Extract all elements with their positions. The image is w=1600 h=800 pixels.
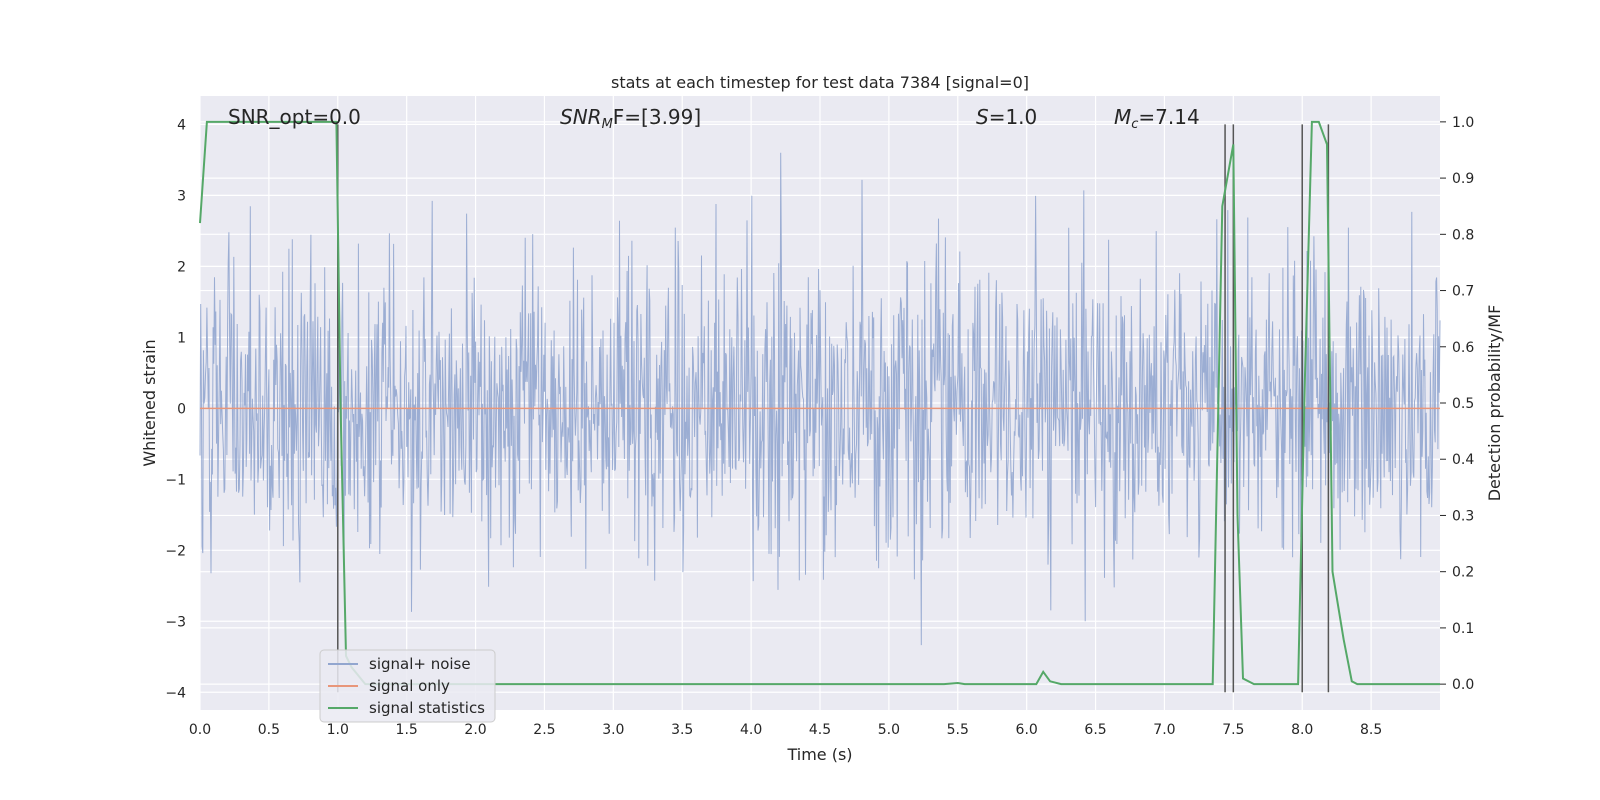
x-tick-label-11: 5.5 (947, 722, 969, 738)
x-tick-label-12: 6.0 (1016, 722, 1038, 738)
right-y-tick-label-6: 0.6 (1452, 340, 1474, 356)
legend-box (319, 649, 496, 723)
y-axis-label: Whitened strain (140, 339, 159, 466)
legend-label-noise: signal+ noise (369, 655, 471, 673)
x-tick-label-15: 7.5 (1222, 722, 1244, 738)
snr-mf-annotation: SNRMF=[3.99] (560, 105, 701, 132)
snr-opt-annotation: SNR_opt=0.0 (228, 105, 361, 129)
y-tick-label-5: 1 (177, 330, 186, 346)
s-annotation: S=1.0 (976, 105, 1037, 129)
x-tick-label-3: 1.5 (396, 722, 418, 738)
right-y-tick-label-3: 0.3 (1452, 508, 1474, 524)
x-tick-label-4: 2.0 (464, 722, 486, 738)
x-tick-label-14: 7.0 (1153, 722, 1175, 738)
y-tick-label-7: 3 (177, 188, 186, 204)
right-y-tick-label-0: 0.0 (1452, 677, 1474, 693)
x-tick-label-7: 3.5 (671, 722, 693, 738)
x-tick-label-10: 5.0 (878, 722, 900, 738)
x-tick-label-6: 3.0 (602, 722, 624, 738)
right-y-tick-label-9: 0.9 (1452, 171, 1474, 187)
snr-mf-value: F=[3.99] (613, 105, 701, 129)
y-tick-label-3: −1 (165, 472, 186, 488)
y-tick-label-4: 0 (177, 401, 186, 417)
x-tick-label-9: 4.5 (809, 722, 831, 738)
x-axis-label: Time (s) (786, 745, 852, 764)
y-tick-labels: −4 −3 −2 −1 0 1 2 3 4 (165, 117, 186, 701)
legend-label-signal: signal only (369, 677, 450, 695)
right-y-tick-label-1: 0.1 (1452, 621, 1474, 637)
right-y-tick-label-4: 0.4 (1452, 452, 1474, 468)
x-tick-label-8: 4.0 (740, 722, 762, 738)
mc-annotation: Mc=7.14 (1114, 105, 1200, 132)
right-y-tick-label-10: 1.0 (1452, 115, 1474, 131)
mc-subscript: c (1131, 117, 1138, 132)
y-tick-label-8: 4 (177, 117, 186, 133)
right-y-tick-label-5: 0.5 (1452, 396, 1474, 412)
legend: signal+ noise signal only signal statist… (319, 649, 496, 723)
snr-mf-symbol: SNR (560, 105, 602, 129)
y-tick-label-1: −3 (165, 614, 186, 630)
x-tick-label-1: 0.5 (258, 722, 280, 738)
mc-value: =7.14 (1138, 105, 1199, 129)
right-y-tick-labels: 0.0 0.1 0.2 0.3 0.4 0.5 0.6 0.7 0.8 0.9 1.0 (1440, 115, 1474, 693)
s-symbol: S (976, 105, 989, 129)
y-tick-label-2: −2 (165, 543, 186, 559)
x-tick-label-13: 6.5 (1084, 722, 1106, 738)
mc-symbol: M (1114, 105, 1131, 129)
s-value: =1.0 (989, 105, 1038, 129)
signal-statistics-line (199, 120, 1440, 686)
right-y-tick-label-8: 0.8 (1452, 227, 1474, 243)
x-tick-label-2: 1.0 (327, 722, 349, 738)
right-y-axis-label: Detection probability/MF (1485, 305, 1504, 502)
x-tick-label-16: 8.0 (1291, 722, 1313, 738)
right-y-tick-label-7: 0.7 (1452, 284, 1474, 300)
x-tick-label-5: 2.5 (533, 722, 555, 738)
x-tick-label-0: 0.0 (189, 722, 211, 738)
chart-title: stats at each timestep for test data 738… (611, 73, 1029, 92)
legend-label-statistics: signal statistics (369, 699, 485, 717)
signal-statistics-series (199, 120, 1440, 686)
y-tick-label-0: −4 (165, 685, 186, 701)
x-tick-label-17: 8.5 (1360, 722, 1382, 738)
right-y-tick-label-2: 0.2 (1452, 565, 1474, 581)
x-tick-labels: 0.0 0.5 1.0 1.5 2.0 2.5 3.0 3.5 4.0 4.5 5.0 5.5 6.0 6… (189, 722, 1382, 738)
snr-mf-subscript: M (602, 117, 613, 132)
y-tick-label-6: 2 (177, 259, 186, 275)
